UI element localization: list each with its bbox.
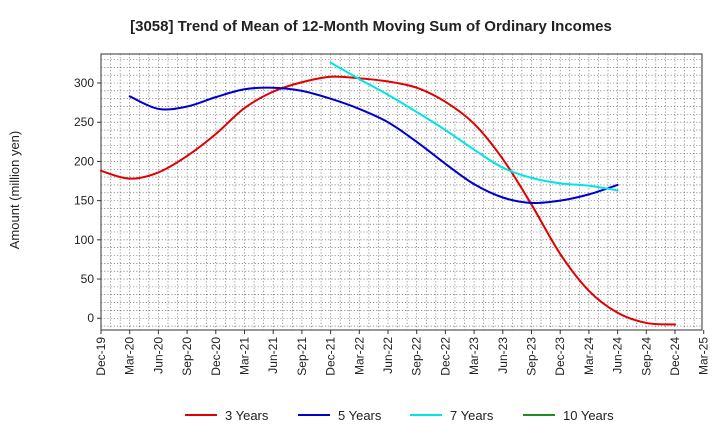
grid-lines	[101, 54, 702, 330]
x-tick-label: Mar-25	[697, 337, 711, 375]
legend: 3 Years 5 Years 7 Years 10 Years	[185, 408, 614, 423]
x-tick-label: Jun-23	[496, 337, 510, 374]
x-tick-label: Dec-21	[324, 337, 338, 376]
y-tick-label: 200	[74, 154, 94, 168]
series-lines	[100, 61, 676, 326]
x-tick-label: Jun-22	[381, 337, 395, 374]
y-tick-label: 50	[81, 272, 95, 286]
plot-area	[100, 53, 703, 331]
x-tick-label: Dec-19	[94, 337, 108, 376]
y-tick-label: 0	[87, 311, 94, 325]
x-tick-label: Mar-20	[123, 337, 137, 375]
y-tick-label: 100	[74, 233, 94, 247]
legend-label-3-years: 3 Years	[225, 408, 269, 423]
y-axis-label: Amount (million yen)	[7, 131, 22, 250]
x-tick-label: Sep-21	[295, 337, 309, 376]
x-tick-label: Jun-21	[266, 337, 280, 374]
legend-label-10-years: 10 Years	[563, 408, 614, 423]
x-tick-label: Dec-22	[438, 337, 452, 376]
x-tick-label: Sep-23	[525, 337, 539, 376]
x-tick-label: Mar-24	[582, 337, 596, 375]
x-tick-label: Dec-24	[668, 337, 682, 376]
axis-ticks: 0 50 100 150 200 250 300 Dec-19 Mar-20 Jun-20 Sep-…	[74, 76, 711, 376]
chart-title: [3058] Trend of Mean of 12-Month Moving …	[130, 18, 612, 35]
x-tick-label: Jun-20	[151, 337, 165, 374]
legend-label-7-years: 7 Years	[450, 408, 494, 423]
y-tick-label: 150	[74, 194, 94, 208]
x-tick-label: Sep-24	[639, 337, 653, 376]
x-tick-label: Mar-22	[352, 337, 366, 375]
series-line-3-years	[100, 75, 676, 326]
legend-label-5-years: 5 Years	[338, 408, 382, 423]
x-tick-label: Mar-23	[467, 337, 481, 375]
x-tick-label: Sep-22	[410, 337, 424, 376]
series-line-7-years	[329, 61, 619, 192]
y-tick-label: 300	[74, 76, 94, 90]
x-tick-label: Dec-23	[553, 337, 567, 376]
y-tick-label: 250	[74, 115, 94, 129]
x-tick-label: Jun-24	[611, 337, 625, 374]
x-tick-label: Sep-20	[180, 337, 194, 376]
series-line-5-years	[128, 86, 619, 205]
x-tick-label: Mar-21	[238, 337, 252, 375]
x-tick-label: Dec-20	[209, 337, 223, 376]
